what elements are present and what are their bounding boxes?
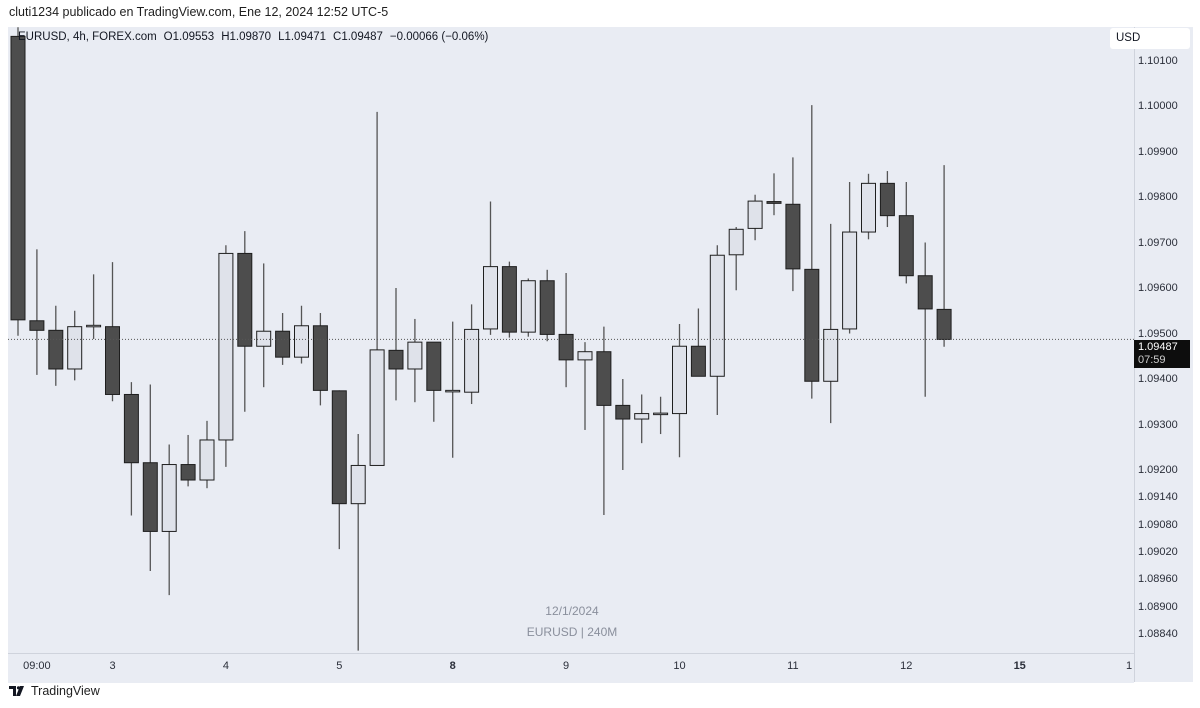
time-tick: 12 [900, 660, 913, 672]
bearish-candle[interactable] [558, 333, 574, 361]
price-tick: 1.09500 [1138, 327, 1178, 340]
bullish-candle[interactable] [407, 341, 423, 370]
current-price-label: 1.09487 07:59 [1134, 340, 1190, 369]
symbol-legend: EURUSD, 4h, FOREX.com O1.09553 H1.09870 L1.… [18, 31, 495, 43]
bullish-candle[interactable] [861, 182, 876, 233]
time-tick: 8 [449, 660, 456, 672]
bearish-candle[interactable] [312, 325, 328, 391]
price-tick: 1.09300 [1138, 418, 1178, 431]
legend-low: L1.09471 [278, 31, 327, 43]
price-tick: 1.09200 [1138, 464, 1178, 476]
bearish-candle[interactable] [690, 345, 706, 377]
current-price-value: 1.09487 [1138, 341, 1178, 354]
price-tick: 1.10100 [1138, 54, 1178, 67]
bar-countdown: 07:59 [1138, 354, 1166, 367]
bearish-candle[interactable] [48, 329, 64, 370]
bearish-candle[interactable] [105, 326, 120, 395]
bearish-candle[interactable] [804, 268, 820, 382]
bullish-candle[interactable] [67, 326, 83, 370]
price-tick: 1.09900 [1138, 145, 1178, 158]
tradingview-logo[interactable]: TradingView [9, 684, 100, 698]
bearish-candle[interactable] [615, 404, 631, 420]
bearish-candle[interactable] [898, 215, 914, 277]
time-tick: 1 [1125, 660, 1133, 672]
legend-high: H1.09870 [221, 31, 272, 43]
currency-label: USD [1116, 32, 1141, 44]
legend-symbol[interactable]: EURUSD, 4h, FOREX.com [18, 31, 157, 43]
bullish-candle[interactable] [350, 464, 366, 505]
time-tick: 4 [222, 660, 229, 672]
bullish-candle[interactable] [464, 328, 480, 393]
bullish-candle[interactable] [672, 345, 687, 415]
bullish-candle[interactable] [634, 413, 650, 420]
time-tick: 11 [787, 660, 799, 672]
bearish-candle[interactable] [936, 308, 952, 340]
bearish-candle[interactable] [331, 390, 347, 505]
bearish-candle[interactable] [180, 464, 196, 481]
bullish-candle[interactable] [520, 280, 536, 333]
publisher-line: cluti1234 publicado en TradingView.com, … [9, 5, 389, 19]
bearish-candle[interactable] [879, 182, 895, 217]
bullish-candle[interactable] [294, 325, 309, 358]
time-tick: 9 [563, 660, 570, 672]
bearish-candle[interactable] [388, 349, 404, 370]
bearish-candle[interactable] [426, 341, 442, 391]
logo-text: TradingView [31, 684, 100, 698]
bearish-candle[interactable] [237, 252, 253, 347]
bearish-candle[interactable] [275, 330, 291, 358]
price-tick: 1.08960 [1138, 573, 1178, 586]
price-tick: 1.08840 [1138, 627, 1178, 640]
bullish-candle[interactable] [483, 266, 498, 330]
bearish-candle[interactable] [785, 203, 801, 270]
time-tick: 09:00 [23, 660, 51, 672]
watermark-date: 12/1/2024 [545, 604, 599, 618]
bearish-candle[interactable] [501, 266, 517, 333]
tradingview-logo-icon [9, 686, 24, 696]
legend-change: −0.00066 (−0.06%) [389, 31, 489, 43]
bullish-candle[interactable] [256, 330, 272, 347]
candles [10, 27, 952, 651]
currency-button[interactable]: USD [1110, 28, 1190, 49]
bullish-candle[interactable] [747, 200, 763, 229]
price-tick: 1.09800 [1138, 191, 1178, 203]
bullish-candle[interactable] [218, 252, 234, 441]
bearish-candle[interactable] [123, 393, 139, 464]
bullish-candle[interactable] [823, 328, 839, 382]
price-tick: 1.09080 [1138, 518, 1178, 531]
legend-close: C1.09487 [333, 31, 383, 43]
bearish-candle[interactable] [142, 462, 158, 532]
bearish-candle[interactable] [29, 320, 45, 331]
price-tick: 1.09020 [1138, 545, 1178, 558]
price-tick: 1.10000 [1138, 100, 1178, 112]
bearish-candle[interactable] [766, 201, 782, 204]
price-tick: 1.09400 [1138, 373, 1178, 385]
bullish-candle[interactable] [445, 389, 461, 393]
bullish-candle[interactable] [709, 254, 725, 377]
bullish-candle[interactable] [199, 439, 215, 481]
bullish-candle[interactable] [842, 231, 858, 330]
bearish-candle[interactable] [10, 35, 26, 321]
watermark-symbol: EURUSD | 240M [526, 625, 618, 639]
time-tick: 10 [673, 660, 686, 672]
bullish-candle[interactable] [653, 412, 669, 416]
price-tick: 1.09140 [1138, 491, 1178, 504]
time-tick: 5 [336, 660, 343, 672]
bullish-candle[interactable] [577, 351, 593, 361]
bullish-candle[interactable] [161, 464, 177, 532]
bullish-candle[interactable] [86, 324, 102, 328]
bearish-candle[interactable] [917, 275, 933, 310]
time-axis[interactable] [8, 653, 1134, 683]
price-tick: 1.09700 [1138, 236, 1178, 249]
bullish-candle[interactable] [728, 228, 744, 256]
bullish-candle[interactable] [369, 349, 385, 466]
time-tick: 15 [1013, 660, 1026, 672]
bearish-candle[interactable] [596, 351, 612, 406]
bearish-candle[interactable] [539, 280, 555, 335]
legend-open: O1.09553 [163, 31, 215, 43]
price-tick: 1.09600 [1138, 282, 1178, 294]
time-tick: 3 [109, 660, 116, 672]
price-tick: 1.08900 [1138, 600, 1178, 613]
